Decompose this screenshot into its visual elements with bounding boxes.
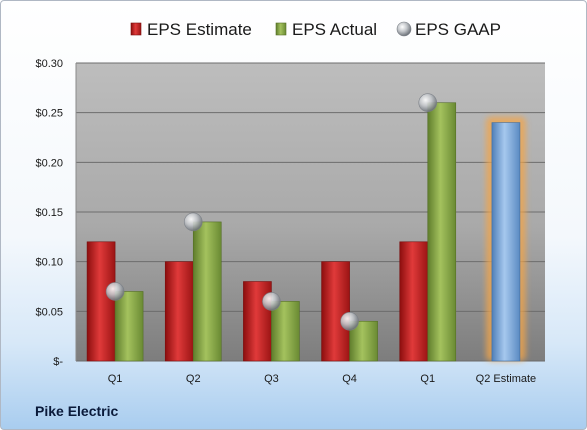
marker-eps-gaap <box>262 292 281 311</box>
marker-eps-gaap <box>340 311 359 331</box>
y-tick-label: $0.25 <box>35 108 63 120</box>
bar-eps-estimate <box>164 261 194 362</box>
bar-eps-actual <box>427 102 457 362</box>
marker-eps-gaap <box>418 93 438 113</box>
x-tick-label: Q3 <box>264 373 279 385</box>
bar-eps-estimate <box>86 241 116 362</box>
legend-swatch <box>275 22 287 36</box>
x-tick-label: Q1 <box>108 373 123 385</box>
y-tick-label: $0.15 <box>35 207 63 219</box>
legend-label: EPS Actual <box>292 20 377 39</box>
company-name: Pike Electric <box>35 403 119 419</box>
legend-label: EPS Estimate <box>147 20 252 39</box>
legend-swatch <box>396 21 412 37</box>
bar-eps-actual <box>114 291 144 362</box>
bar-eps-estimate <box>321 261 350 362</box>
y-tick-label: $0.20 <box>35 157 63 169</box>
y-tick-label: $0.05 <box>35 306 63 318</box>
bar-eps-estimate <box>399 241 429 362</box>
x-tick-label: Q1 <box>420 373 435 385</box>
bar-eps-actual <box>192 221 222 362</box>
legend-swatch <box>130 22 142 36</box>
y-tick-label: $- <box>53 356 63 368</box>
x-tick-label: Q4 <box>342 373 357 385</box>
marker-eps-gaap <box>105 282 125 301</box>
x-tick-label: Q2 Estimate <box>476 373 537 385</box>
x-tick-label: Q2 <box>186 373 201 385</box>
bar-eps-actual <box>271 301 300 362</box>
marker-eps-gaap <box>183 212 203 232</box>
bar-eps-forecast <box>491 122 521 362</box>
y-tick-label: $0.30 <box>35 58 63 70</box>
legend-label: EPS GAAP <box>415 20 501 39</box>
y-tick-label: $0.10 <box>35 257 63 269</box>
